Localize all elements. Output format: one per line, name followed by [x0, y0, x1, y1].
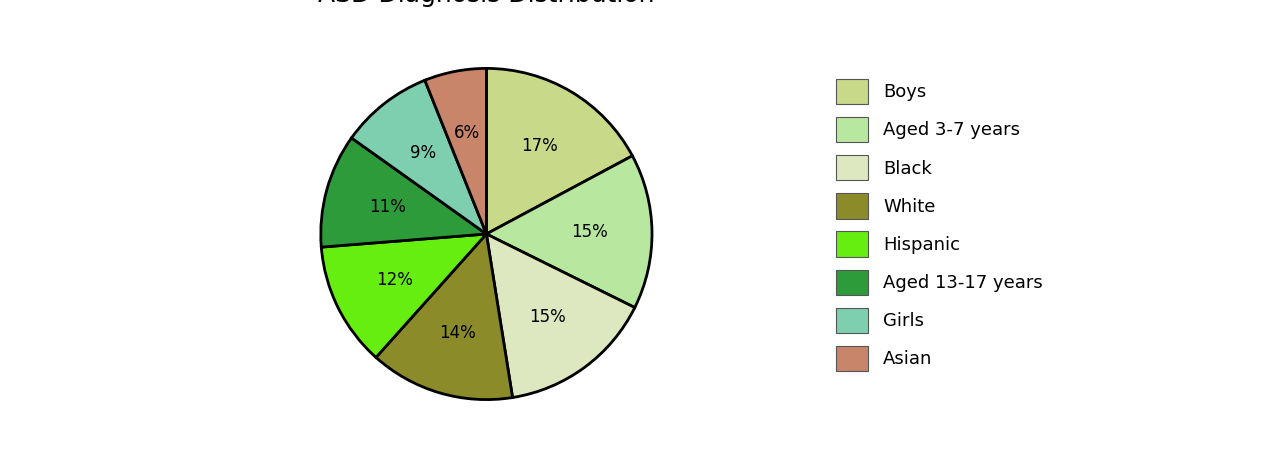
Wedge shape [321, 138, 486, 247]
Text: 14%: 14% [439, 324, 476, 342]
Text: 6%: 6% [454, 124, 480, 142]
Title: ASD Diagnosis Distribution: ASD Diagnosis Distribution [319, 0, 654, 7]
Text: 15%: 15% [529, 308, 566, 326]
Wedge shape [352, 80, 486, 234]
Wedge shape [376, 234, 512, 400]
Text: 11%: 11% [369, 198, 406, 216]
Text: 17%: 17% [521, 137, 558, 155]
Wedge shape [425, 68, 486, 234]
Legend: Boys, Aged 3-7 years, Black, White, Hispanic, Aged 13-17 years, Girls, Asian: Boys, Aged 3-7 years, Black, White, Hisp… [827, 70, 1052, 380]
Wedge shape [486, 68, 632, 234]
Text: 12%: 12% [376, 270, 413, 288]
Text: 9%: 9% [410, 144, 436, 162]
Wedge shape [321, 234, 486, 357]
Text: 15%: 15% [571, 223, 608, 241]
Wedge shape [486, 156, 652, 307]
Wedge shape [486, 234, 635, 397]
